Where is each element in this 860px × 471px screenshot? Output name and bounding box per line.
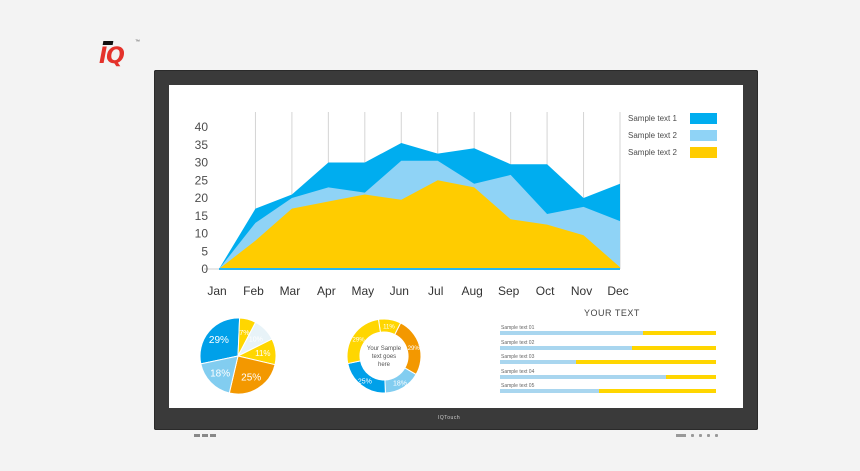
slice-label: 25%	[358, 378, 372, 385]
y-tick-label: 35	[195, 138, 209, 152]
bar-row: Sample text 04	[500, 369, 716, 381]
legend-swatch	[690, 147, 717, 158]
slice-label: 25%	[241, 372, 261, 383]
bar-label: Sample text 04	[501, 368, 535, 375]
x-tick-label: May	[351, 284, 374, 298]
slice-label: 18%	[210, 368, 230, 379]
area-series-3	[219, 180, 620, 269]
x-tick-label: Jan	[207, 284, 226, 298]
trademark-mark: ™	[135, 39, 140, 45]
x-tick-label: Oct	[536, 284, 555, 298]
donut-center-text: here	[378, 362, 391, 368]
bar-track	[500, 374, 716, 379]
iq-logo: IQ ™	[99, 38, 143, 72]
bar-label: Sample text 05	[501, 383, 535, 389]
y-tick-label: 0	[201, 262, 208, 276]
bar-fill	[500, 331, 643, 335]
bar-fill	[500, 345, 632, 350]
pie-slice	[346, 318, 381, 365]
legend-label: Sample text 1	[628, 114, 677, 123]
bar-fill	[500, 374, 667, 379]
x-tick-label: Sep	[498, 284, 520, 298]
y-tick-label: 30	[195, 156, 209, 170]
slice-label: 11%	[255, 349, 270, 358]
bar-row: Sample text 02	[500, 340, 716, 352]
slice-label: 18%	[393, 381, 407, 388]
bar-row: Sample text 05	[500, 383, 716, 395]
bar-label: Sample text 01	[501, 325, 535, 331]
logo-text: IQ	[99, 44, 125, 69]
donut-center-text: text goes	[372, 354, 396, 360]
pie-slice	[200, 355, 239, 394]
slice-label: 11%	[383, 324, 395, 330]
bar-track	[500, 331, 716, 335]
x-tick-label: Jun	[390, 284, 409, 298]
control-buttons	[676, 424, 723, 442]
slice-label: 7%	[239, 330, 249, 337]
slice-label: 29%	[408, 346, 421, 352]
slice-label: 29%	[353, 337, 366, 343]
pie-slice	[199, 317, 241, 365]
y-tick-label: 5	[201, 244, 208, 258]
x-tick-label: Aug	[462, 284, 483, 298]
x-tick-label: Dec	[607, 284, 628, 298]
bar-row: Sample text 01	[500, 325, 716, 337]
bar-row: Sample text 03	[500, 354, 716, 366]
legend-label: Sample text 2	[628, 148, 677, 157]
legend-swatch	[690, 113, 717, 124]
x-tick-label: Jul	[428, 284, 443, 298]
bar-chart-title: YOUR TEXT	[584, 308, 640, 318]
slice-label: 10%	[249, 337, 263, 344]
y-tick-label: 20	[195, 191, 209, 205]
y-tick-label: 40	[195, 120, 209, 134]
bar-track	[500, 389, 716, 393]
bar-fill	[500, 389, 600, 393]
bar-fill	[500, 360, 576, 364]
slice-label: 29%	[209, 335, 229, 346]
y-tick-label: 15	[195, 209, 209, 223]
bar-track	[500, 345, 716, 350]
x-tick-label: Mar	[280, 284, 301, 298]
x-tick-label: Feb	[243, 284, 264, 298]
x-tick-label: Nov	[571, 284, 592, 298]
y-tick-label: 10	[195, 227, 209, 241]
bar-label: Sample text 02	[501, 339, 535, 346]
monitor-brand: IQTouch	[438, 415, 461, 421]
front-ports	[194, 424, 218, 437]
legend-label: Sample text 2	[628, 131, 677, 140]
donut-center-text: Your Sample	[367, 346, 402, 352]
legend-swatch	[690, 130, 717, 141]
bar-label: Sample text 03	[501, 354, 535, 360]
y-tick-label: 25	[195, 173, 209, 187]
x-tick-label: Apr	[317, 284, 336, 298]
pie-slice	[228, 355, 276, 395]
bar-track	[500, 360, 716, 364]
